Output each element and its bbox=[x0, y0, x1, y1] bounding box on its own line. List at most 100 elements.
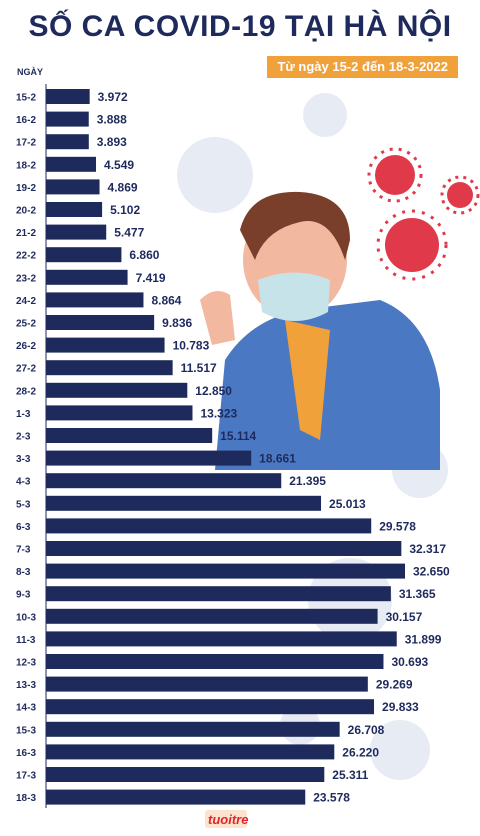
category-label: 10-3 bbox=[16, 612, 36, 623]
value-label: 30.693 bbox=[391, 655, 428, 669]
y-axis-label: NGÀY bbox=[17, 67, 44, 77]
value-label: 29.269 bbox=[376, 678, 413, 692]
bar bbox=[46, 744, 335, 760]
bar bbox=[46, 563, 405, 579]
value-label: 8.864 bbox=[151, 293, 181, 307]
bar bbox=[46, 608, 378, 624]
category-label: 9-3 bbox=[16, 590, 31, 601]
category-label: 18-3 bbox=[16, 793, 36, 804]
bar bbox=[46, 360, 173, 376]
category-label: 17-3 bbox=[16, 771, 36, 782]
virus-icon bbox=[375, 155, 473, 272]
bar bbox=[46, 541, 402, 556]
bar bbox=[46, 699, 375, 715]
tuoitre-logo: tuoitre bbox=[208, 812, 249, 827]
category-label: 26-2 bbox=[16, 341, 36, 352]
category-label: 12-3 bbox=[16, 658, 36, 669]
value-label: 12.850 bbox=[195, 384, 232, 398]
category-label: 15-3 bbox=[16, 725, 36, 736]
person-illustration bbox=[200, 191, 440, 470]
category-label: 21-2 bbox=[16, 228, 36, 239]
category-label: 16-3 bbox=[16, 748, 36, 759]
value-label: 25.013 bbox=[329, 497, 366, 511]
bar bbox=[46, 247, 122, 263]
value-label: 32.650 bbox=[413, 565, 450, 579]
category-label: 5-3 bbox=[16, 499, 31, 510]
value-label: 15.114 bbox=[220, 429, 256, 443]
bar bbox=[46, 382, 188, 398]
value-label: 25.311 bbox=[332, 768, 368, 782]
logo-background bbox=[205, 810, 247, 828]
value-label: 26.708 bbox=[348, 723, 385, 737]
value-label: 7.419 bbox=[136, 271, 166, 285]
category-label: 11-3 bbox=[16, 635, 36, 646]
value-label: 9.836 bbox=[162, 316, 192, 330]
value-label: 29.578 bbox=[379, 519, 416, 533]
value-label: 32.317 bbox=[409, 542, 446, 556]
category-label: 27-2 bbox=[16, 364, 36, 375]
value-label: 26.220 bbox=[342, 745, 379, 759]
category-label: 4-3 bbox=[16, 477, 31, 488]
bar bbox=[46, 495, 322, 511]
bar bbox=[46, 156, 97, 172]
value-label: 5.477 bbox=[114, 226, 144, 240]
value-label: 3.888 bbox=[97, 113, 127, 127]
bar bbox=[46, 473, 282, 489]
value-label: 29.833 bbox=[382, 700, 419, 714]
bar bbox=[46, 292, 144, 308]
category-label: 24-2 bbox=[16, 296, 36, 307]
bar bbox=[46, 224, 107, 240]
bar bbox=[46, 518, 372, 534]
bar bbox=[46, 179, 100, 195]
bar bbox=[46, 586, 391, 602]
category-label: 18-2 bbox=[16, 160, 36, 171]
category-label: 15-2 bbox=[16, 93, 36, 104]
category-label: 20-2 bbox=[16, 206, 36, 217]
category-label: 17-2 bbox=[16, 138, 36, 149]
category-label: 1-3 bbox=[16, 409, 31, 420]
value-label: 31.899 bbox=[405, 632, 442, 646]
date-range-badge: Từ ngày 15-2 đến 18-3-2022 bbox=[267, 56, 458, 78]
value-label: 13.323 bbox=[200, 406, 237, 420]
value-label: 31.365 bbox=[399, 587, 436, 601]
category-label: 13-3 bbox=[16, 680, 36, 691]
bar bbox=[46, 676, 368, 692]
value-label: 3.972 bbox=[98, 90, 128, 104]
bar bbox=[46, 721, 340, 737]
value-label: 18.661 bbox=[259, 452, 296, 466]
bar bbox=[46, 269, 128, 285]
value-label: 21.395 bbox=[289, 474, 326, 488]
page-title: SỐ CA COVID-19 TẠI HÀ NỘI bbox=[28, 10, 452, 43]
bar bbox=[46, 337, 165, 353]
category-label: 8-3 bbox=[16, 567, 31, 578]
category-label: 6-3 bbox=[16, 522, 31, 533]
bar bbox=[46, 631, 397, 647]
bar bbox=[46, 202, 103, 217]
category-label: 28-2 bbox=[16, 386, 36, 397]
bar bbox=[46, 654, 384, 669]
category-label: 25-2 bbox=[16, 319, 36, 330]
value-label: 4.869 bbox=[108, 180, 138, 194]
category-label: 23-2 bbox=[16, 273, 36, 284]
category-label: 14-3 bbox=[16, 703, 36, 714]
category-label: 2-3 bbox=[16, 432, 31, 443]
bar bbox=[46, 789, 306, 805]
value-label: 30.157 bbox=[386, 610, 423, 624]
bar bbox=[46, 315, 155, 330]
bar bbox=[46, 428, 213, 443]
value-label: 6.860 bbox=[129, 248, 159, 262]
value-label: 23.578 bbox=[313, 791, 350, 805]
value-label: 5.102 bbox=[110, 203, 140, 217]
value-label: 3.893 bbox=[97, 135, 127, 149]
value-label: 10.783 bbox=[173, 339, 210, 353]
category-label: 3-3 bbox=[16, 454, 31, 465]
category-label: 22-2 bbox=[16, 251, 36, 262]
bar bbox=[46, 767, 325, 782]
bar bbox=[46, 134, 89, 150]
category-label: 16-2 bbox=[16, 115, 36, 126]
bar bbox=[46, 405, 193, 421]
value-label: 4.549 bbox=[104, 158, 134, 172]
bar bbox=[46, 89, 90, 104]
